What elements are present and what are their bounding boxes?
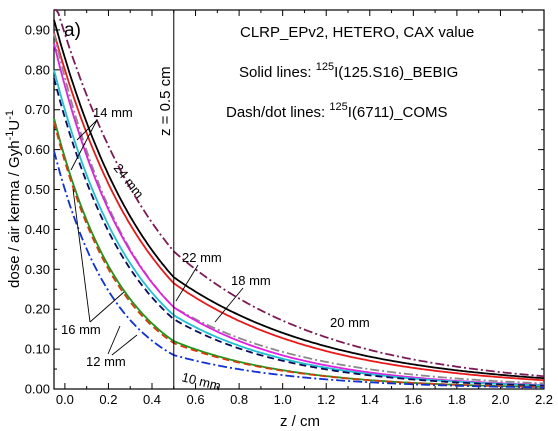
panel-label: a) — [64, 20, 81, 41]
dose-curves — [53, 9, 545, 389]
annotation-10mm: 10 mm — [180, 369, 222, 393]
curve-16mm-bebig — [53, 69, 545, 387]
legend-line-2-prefix: Solid lines: — [239, 64, 316, 81]
legend-line-2: Solid lines: 125I(125.S16)_BEBIG — [239, 61, 458, 81]
annotation-24mm: 24 mm — [111, 161, 147, 202]
z-0-5-reference-label: z = 0.5 cm — [157, 66, 174, 136]
y-axis-label-sup2: -1 — [4, 110, 16, 120]
x-tick-label: 0.2 — [99, 392, 117, 407]
y-tick-label: 0.00 — [25, 382, 50, 397]
y-axis-label-mid: U — [6, 120, 23, 131]
x-tick-label: 1.2 — [317, 392, 335, 407]
curve-12mm-bebig — [53, 117, 544, 388]
legend-line-3-suffix: I(6711)_COMS — [348, 104, 448, 121]
arrow-16mm-a — [72, 188, 91, 323]
x-tick-label: 1.6 — [404, 392, 422, 407]
annotation-22mm: 22 mm — [182, 250, 222, 265]
curve-20mm-coms — [54, 9, 545, 378]
arrow-12mm-b — [111, 334, 138, 356]
y-axis-ticks: 0.00 0.10 0.20 0.30 0.40 0.50 0.60 0.70 0.80 0.90 — [25, 22, 544, 397]
x-tick-label: 0.6 — [187, 392, 205, 407]
annotation-arrows — [70, 119, 244, 356]
legend-line-3-superscript: 125 — [329, 101, 347, 113]
arrow-12mm-a — [107, 325, 121, 355]
x-tick-label: 2.0 — [491, 392, 509, 407]
legend-line-3: Dash/dot lines: 125I(6711)_COMS — [226, 101, 448, 121]
arrow-22mm — [175, 264, 199, 302]
arrow-14mm-a — [76, 119, 98, 141]
x-tick-label: 0.8 — [230, 392, 248, 407]
y-tick-label: 0.70 — [25, 102, 50, 117]
y-tick-label: 0.50 — [25, 182, 50, 197]
y-tick-label: 0.10 — [25, 342, 50, 357]
annotation-20mm: 20 mm — [330, 315, 370, 330]
curve-16mm-bebig — [53, 43, 545, 386]
curve-10mm-coms — [53, 150, 544, 389]
arrow-16mm-b — [89, 291, 125, 323]
curve-22mm-bebig — [53, 32, 545, 382]
curve-12mm-coms — [53, 121, 544, 388]
x-axis-ticks: 0.0 0.2 0.4 0.6 0.8 1.0 1.2 1.4 1.6 1.8 2.0 2.2 — [56, 10, 553, 407]
y-tick-label: 0.30 — [25, 262, 50, 277]
annotation-14mm: 14 mm — [93, 105, 133, 120]
x-axis-label: z / cm — [280, 413, 320, 430]
x-tick-label: 0.4 — [143, 392, 161, 407]
annotation-18mm: 18 mm — [231, 273, 271, 288]
arrow-18mm — [214, 287, 244, 323]
y-tick-label: 0.80 — [25, 62, 50, 77]
annotation-16mm: 16 mm — [61, 322, 101, 337]
y-axis-label-main: dose / air kerma / Gyh — [6, 140, 23, 288]
arrow-14mm-b — [70, 119, 98, 171]
legend-line-1: CLRP_EPv2, HETERO, CAX value — [240, 24, 474, 41]
annotation-12mm: 12 mm — [86, 354, 126, 369]
curve-14mm-coms — [53, 78, 545, 387]
legend-line-2-superscript: 125 — [316, 61, 334, 73]
y-tick-label: 0.60 — [25, 142, 50, 157]
y-tick-label: 0.20 — [25, 302, 50, 317]
legend-line-2-suffix: I(125.S16)_BEBIG — [334, 64, 458, 81]
y-tick-label: 0.90 — [25, 22, 50, 37]
y-tick-label: 0.40 — [25, 222, 50, 237]
plot-frame — [53, 9, 545, 390]
curve-18mm-coms — [53, 33, 545, 385]
x-tick-label: 2.2 — [535, 392, 553, 407]
curve-24mm-bebig — [53, 19, 545, 380]
x-tick-label: 1.0 — [274, 392, 292, 407]
x-tick-label: 0.0 — [56, 392, 74, 407]
legend-line-3-prefix: Dash/dot lines: — [226, 104, 329, 121]
x-tick-label: 1.8 — [448, 392, 466, 407]
y-axis-label-sup1: -1 — [4, 131, 16, 141]
x-tick-label: 1.4 — [361, 392, 379, 407]
y-axis-label: dose / air kerma / Gyh-1U-1 — [4, 110, 23, 288]
